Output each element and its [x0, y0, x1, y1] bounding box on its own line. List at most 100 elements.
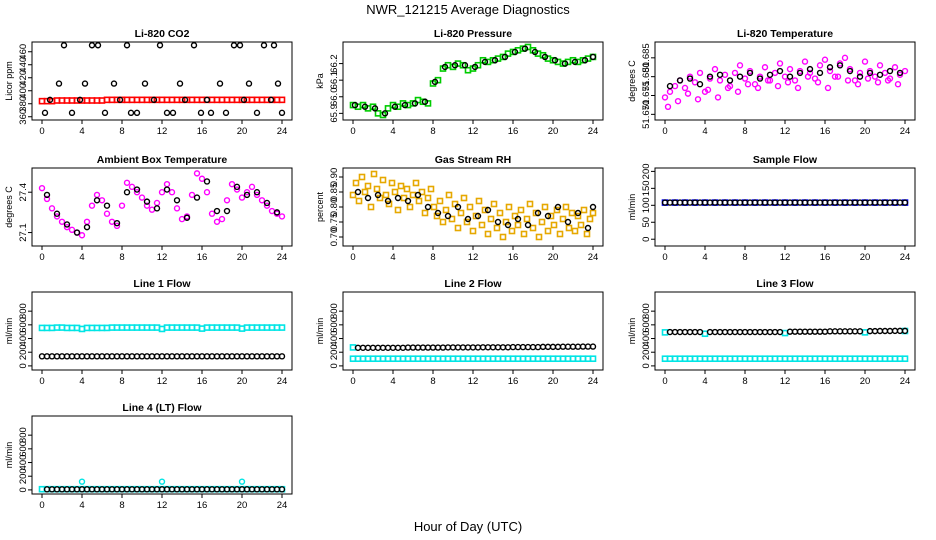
data-point: [901, 327, 909, 335]
data-point: [696, 81, 704, 88]
data-point: [801, 58, 809, 65]
data-point: [564, 218, 572, 226]
y-tick-label: 0.70: [329, 228, 340, 247]
data-point: [801, 328, 809, 335]
figure-title: NWR_121215 Average Diagnostics: [366, 2, 570, 17]
data-point: [511, 48, 519, 56]
data-point: [401, 101, 409, 109]
data-point: [43, 195, 51, 203]
data-point: [559, 215, 567, 223]
data-point: [784, 79, 792, 86]
data-point: [374, 191, 382, 199]
data-point: [133, 189, 141, 196]
data-point: [716, 71, 724, 78]
panel-title: Li-820 Temperature: [737, 28, 833, 40]
data-point: [370, 170, 378, 178]
data-point: [589, 209, 597, 217]
data-point: [68, 353, 76, 360]
data-point: [568, 209, 576, 217]
data-point: [884, 77, 892, 84]
data-point: [223, 197, 231, 204]
y-tick-label: 0: [18, 487, 29, 492]
data-point: [856, 328, 864, 335]
panel-5: Gas Stream RH 0 4 8 12 16 20 24 0.700.750.800.85…: [315, 154, 604, 263]
data-point: [248, 353, 256, 360]
data-point: [526, 200, 534, 208]
data-point: [158, 353, 166, 360]
plot-frame: [654, 167, 916, 247]
data-point: [278, 324, 286, 331]
data-point: [414, 344, 422, 351]
data-point: [163, 180, 171, 188]
data-point: [218, 353, 226, 360]
data-point: [846, 67, 854, 75]
data-point: [851, 77, 859, 84]
x-tick-label: 4: [702, 252, 707, 263]
data-point: [108, 218, 116, 225]
data-point: [63, 223, 71, 231]
data-point: [278, 96, 286, 104]
data-point: [584, 343, 592, 350]
x-tick-label: 16: [508, 126, 519, 137]
data-point: [794, 84, 802, 92]
x-tick-label: 16: [197, 126, 208, 137]
y-tick-label: 200: [18, 468, 29, 484]
data-point: [541, 53, 549, 61]
data-point: [554, 343, 562, 351]
data-point: [726, 328, 734, 336]
data-point: [876, 327, 884, 335]
data-point: [881, 69, 889, 77]
data-point: [248, 183, 256, 191]
data-point: [103, 353, 111, 360]
data-point: [816, 69, 824, 77]
data-point: [460, 194, 468, 202]
data-point: [821, 56, 829, 63]
x-tick-label: 24: [588, 126, 599, 137]
data-point: [451, 200, 459, 208]
data-point: [163, 109, 171, 117]
data-point: [741, 328, 749, 336]
data-point: [464, 344, 472, 351]
data-point: [128, 353, 136, 360]
data-point: [94, 42, 102, 49]
data-point: [43, 191, 51, 199]
data-point: [58, 218, 66, 225]
data-point: [274, 80, 282, 87]
data-point: [816, 62, 824, 69]
data-point: [586, 215, 594, 223]
data-point: [364, 194, 372, 202]
data-point: [218, 215, 226, 223]
data-point: [391, 188, 399, 196]
data-point: [424, 194, 432, 202]
data-point: [113, 219, 121, 227]
data-point: [684, 90, 692, 97]
data-point: [736, 328, 744, 336]
data-point: [245, 80, 253, 87]
data-point: [394, 194, 402, 202]
x-tick-label: 16: [820, 126, 831, 137]
data-point: [846, 328, 854, 335]
y-tick-label: 200: [641, 344, 652, 360]
data-point: [479, 344, 487, 351]
data-point: [731, 69, 739, 77]
data-point: [444, 212, 452, 220]
data-point: [499, 233, 507, 241]
y-tick-label: 400: [641, 331, 652, 347]
data-point: [445, 191, 453, 199]
data-point: [541, 203, 549, 211]
data-point: [694, 96, 702, 103]
data-point: [754, 84, 762, 92]
data-point: [901, 355, 909, 363]
data-point: [270, 42, 278, 49]
data-point: [666, 82, 674, 90]
data-point: [178, 353, 186, 360]
data-point: [133, 353, 141, 360]
data-point: [520, 230, 528, 238]
data-point: [400, 194, 408, 202]
y-tick-label: 0.85: [329, 183, 340, 202]
data-point: [571, 58, 579, 66]
panel-title: Sample Flow: [753, 154, 818, 166]
panel-title: Line 2 Flow: [444, 278, 502, 290]
